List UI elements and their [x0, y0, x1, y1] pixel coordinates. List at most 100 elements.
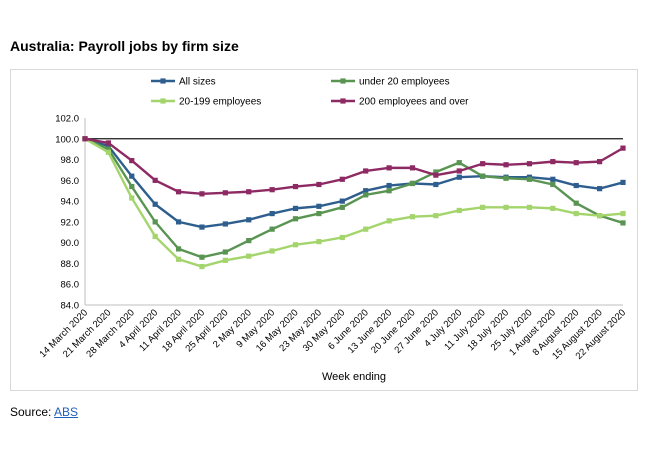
- chart-container: All sizes under 20 employees 20-199 employ…: [10, 69, 638, 391]
- series-1: [82, 136, 626, 230]
- data-point: [480, 161, 486, 167]
- data-point: [620, 210, 626, 217]
- data-point: [573, 200, 579, 206]
- data-point: [222, 221, 228, 227]
- data-point: [152, 233, 158, 240]
- source-link[interactable]: ABS: [54, 405, 79, 419]
- data-point: [550, 159, 556, 165]
- data-point: [129, 173, 135, 179]
- data-point: [175, 189, 182, 195]
- legend-swatch-marker: [340, 78, 346, 84]
- data-point: [246, 253, 252, 259]
- data-point: [105, 143, 111, 149]
- data-point: [480, 204, 486, 210]
- legend-item: 200 employees and over: [331, 97, 469, 108]
- data-point: [550, 205, 556, 211]
- data-point: [105, 140, 111, 146]
- series-line: [84, 137, 624, 268]
- data-point: [292, 216, 299, 222]
- y-tick-label: 98.0: [61, 155, 80, 166]
- data-point: [152, 177, 158, 183]
- data-point: [503, 175, 509, 181]
- chart-legend: All sizes under 20 employees 20-199 employ…: [151, 77, 469, 108]
- data-point: [316, 239, 322, 245]
- y-tick-label: 90.0: [61, 238, 80, 249]
- data-point: [105, 146, 111, 152]
- series-line: [84, 137, 624, 196]
- y-axis: 84.0 86.0 88.0 90.0 92.0 94.0 96.0 98.0 100.0 102…: [55, 114, 86, 312]
- data-point: [292, 205, 299, 211]
- data-point: [316, 181, 322, 188]
- data-point: [175, 246, 182, 252]
- series-line: [84, 137, 624, 259]
- data-point: [105, 149, 111, 155]
- data-point: [292, 242, 299, 248]
- data-point: [269, 248, 275, 254]
- source-prefix: Source:: [10, 405, 55, 419]
- data-point: [550, 181, 556, 188]
- data-point: [129, 195, 135, 201]
- legend-swatch-marker: [160, 98, 166, 104]
- data-point: [526, 204, 533, 210]
- data-point: [175, 256, 182, 262]
- data-point: [199, 224, 205, 230]
- data-point: [433, 169, 439, 175]
- data-point: [246, 217, 252, 223]
- series-line: [84, 137, 624, 229]
- y-tick-label: 84.0: [61, 301, 80, 312]
- data-point: [269, 187, 275, 193]
- data-point: [363, 168, 369, 174]
- data-point: [199, 191, 205, 197]
- data-point: [433, 213, 439, 219]
- data-point: [269, 210, 275, 217]
- data-point: [363, 188, 369, 194]
- legend-item: All sizes: [151, 77, 216, 88]
- data-point: [620, 145, 626, 151]
- x-axis-title: Week ending: [322, 371, 386, 383]
- data-point: [129, 183, 135, 190]
- data-point: [620, 179, 626, 186]
- data-point: [386, 165, 392, 171]
- data-point: [526, 161, 533, 167]
- legend-label: 20-199 employees: [179, 97, 261, 108]
- data-point: [363, 226, 369, 232]
- data-point: [573, 160, 579, 166]
- y-tick-label: 102.0: [55, 114, 79, 125]
- data-point: [199, 254, 205, 260]
- data-point: [339, 198, 345, 204]
- data-point: [503, 162, 509, 168]
- data-point: [597, 213, 603, 219]
- data-point: [409, 214, 416, 220]
- data-point: [526, 176, 533, 182]
- y-tick-label: 96.0: [61, 176, 80, 187]
- data-point: [363, 192, 369, 198]
- data-point: [409, 180, 416, 187]
- data-point: [433, 181, 439, 188]
- data-point: [386, 182, 392, 189]
- legend-swatch-marker: [340, 98, 346, 104]
- data-point: [339, 204, 345, 210]
- page-title: Australia: Payroll jobs by firm size: [10, 38, 239, 54]
- data-point: [152, 201, 158, 207]
- data-point: [152, 219, 158, 225]
- legend-label: under 20 employees: [359, 77, 450, 88]
- data-point: [386, 218, 392, 224]
- data-point: [316, 210, 322, 217]
- data-point: [222, 257, 228, 263]
- legend-item: under 20 employees: [331, 77, 450, 88]
- data-point: [339, 234, 345, 241]
- data-point: [386, 188, 392, 194]
- data-point: [456, 160, 462, 166]
- legend-swatch-marker: [160, 78, 166, 84]
- data-point: [316, 203, 322, 209]
- data-point: [269, 226, 275, 232]
- data-point: [82, 136, 88, 142]
- data-point: [409, 165, 416, 171]
- data-point: [246, 237, 252, 244]
- data-point: [222, 249, 228, 255]
- data-point: [456, 168, 462, 174]
- data-point: [339, 176, 345, 182]
- data-point: [433, 172, 439, 178]
- y-tick-label: 92.0: [61, 217, 80, 228]
